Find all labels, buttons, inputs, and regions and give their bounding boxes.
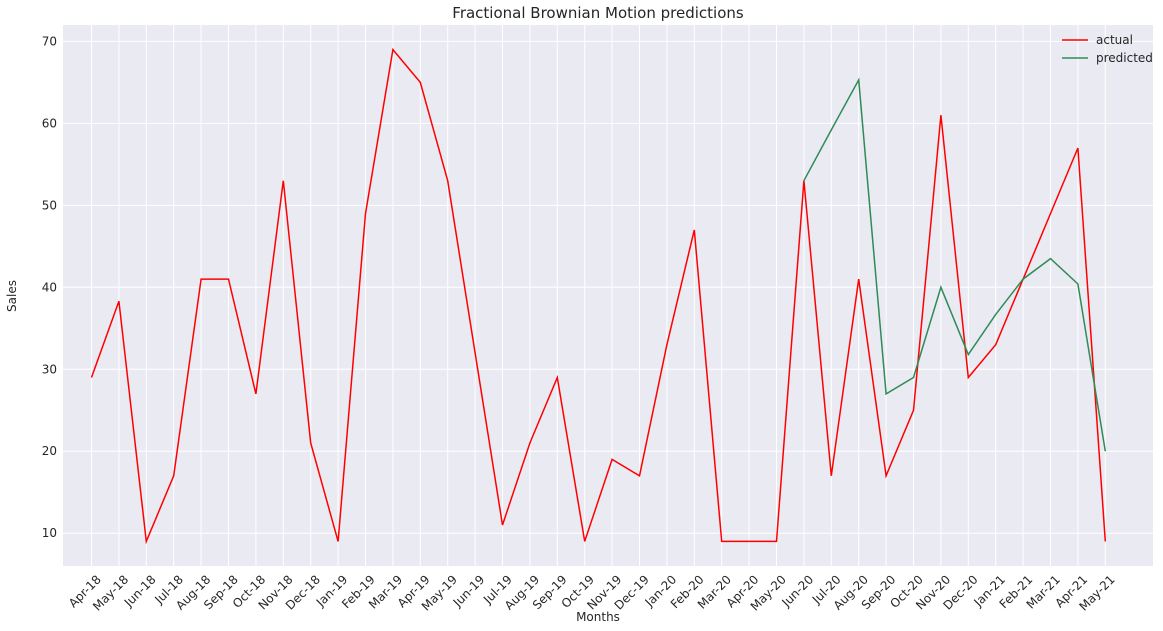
grid-lines [63,25,1153,566]
x-axis-label: Months [576,610,620,624]
legend-label-predicted: predicted [1096,51,1153,65]
y-tick-labels: 10 20 30 40 50 60 70 [42,34,57,540]
series-lines [90,47,1107,545]
chart-title: Fractional Brownian Motion predictions [452,4,744,22]
series-line-predicted [803,77,1107,452]
y-tick-label: 50 [42,198,57,212]
x-tick-labels: Apr-18May-18Jun-18Jul-18Aug-18Sep-18Oct-… [66,572,1118,613]
y-tick-label: 30 [42,362,57,376]
y-tick-label: 10 [42,526,57,540]
y-tick-label: 70 [42,34,57,48]
y-tick-label: 20 [42,444,57,458]
plot-area [63,25,1153,566]
legend-label-actual: actual [1096,33,1133,47]
legend: actual predicted [1062,33,1153,65]
series-line-actual [90,47,1107,545]
y-tick-label: 60 [42,116,57,130]
y-tick-label: 40 [42,280,57,294]
y-axis-label: Sales [5,280,19,312]
